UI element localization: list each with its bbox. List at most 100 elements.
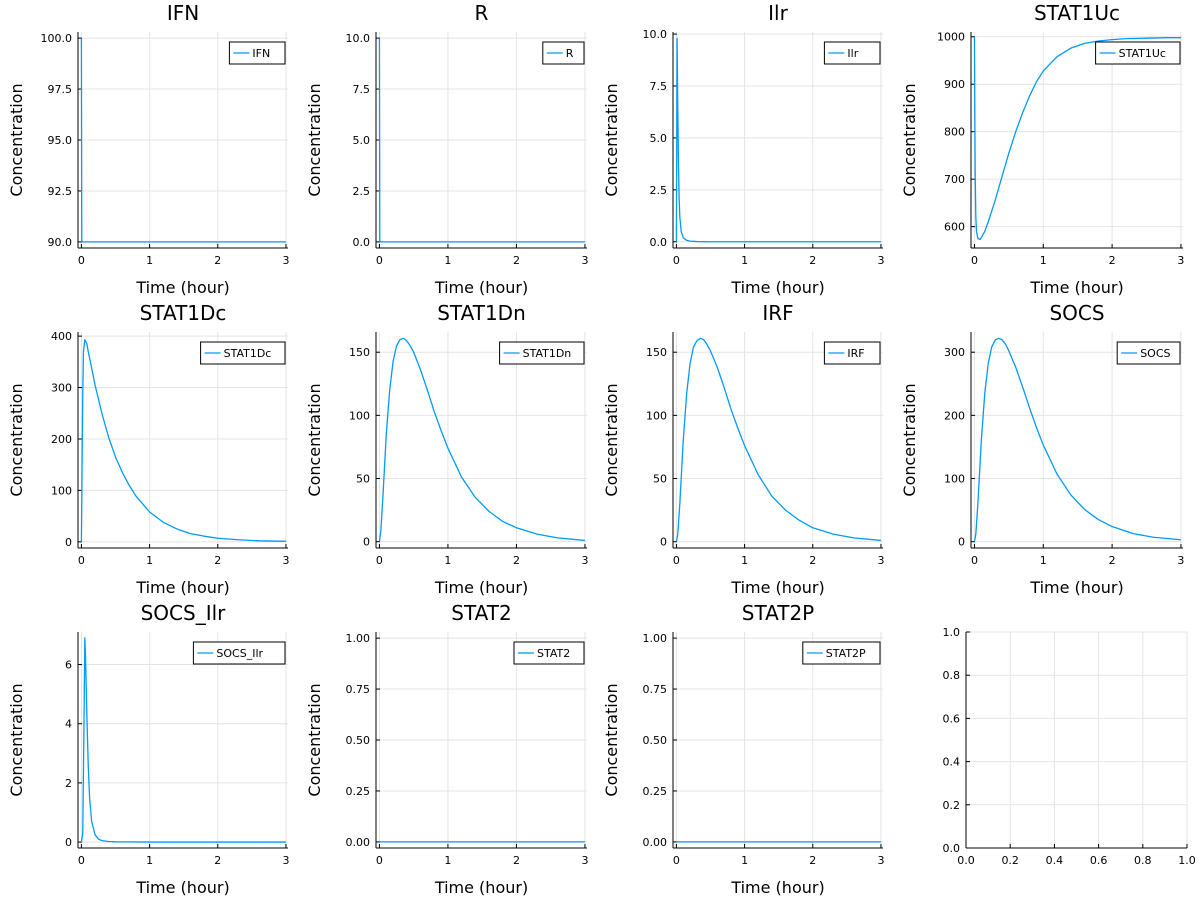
y-tick-label: 90.0 <box>48 236 73 249</box>
legend-label: STAT1Uc <box>1119 47 1166 60</box>
y-tick-label: 300 <box>944 346 965 359</box>
legend-box <box>1095 41 1181 65</box>
y-tick-label: 900 <box>944 78 965 91</box>
legend-box <box>192 641 286 665</box>
y-tick-label: 700 <box>944 173 965 186</box>
y-tick-label: 100 <box>51 484 72 497</box>
subplot-11: 0 1 2 3 0.00 0.25 0.50 0.75 1.00 STAT2P Time (hour… <box>602 601 884 897</box>
x-tick-label: 0 <box>971 554 978 567</box>
y-axis-label: Concentration <box>602 83 621 196</box>
legend-box <box>499 341 585 365</box>
subplot-title: Ilr <box>768 1 788 25</box>
subplot-12: 0.0 0.2 0.4 0.6 0.8 1.0 0.0 0.2 0.4 0.6 0.8 1.0 <box>943 626 1196 867</box>
legend: IFN <box>228 41 286 65</box>
x-axis-label: Time (hour) <box>1029 578 1123 597</box>
x-axis-label: Time (hour) <box>434 878 528 897</box>
y-tick-label: 50 <box>653 473 667 486</box>
y-tick-label: 800 <box>944 126 965 139</box>
y-tick-label: 1.00 <box>346 632 371 645</box>
x-tick-label: 3 <box>581 854 588 867</box>
subplot-title: STAT1Dc <box>140 301 227 325</box>
subplot-title: STAT2 <box>451 601 511 625</box>
x-tick-label: 3 <box>877 254 884 267</box>
legend: R <box>542 41 585 65</box>
legend-label: STAT1Dn <box>523 347 572 360</box>
y-axis-label: Concentration <box>305 383 324 496</box>
x-tick-label: 2 <box>214 554 221 567</box>
x-tick-label: 0.8 <box>1134 854 1152 867</box>
y-tick-label: 97.5 <box>48 83 73 96</box>
legend: STAT1Dn <box>499 341 585 365</box>
y-tick-label: 0 <box>958 536 965 549</box>
y-axis-label: Concentration <box>900 83 919 196</box>
y-tick-label: 0.50 <box>346 734 371 747</box>
y-tick-label: 1000 <box>937 31 965 44</box>
y-tick-label: 2 <box>65 777 72 790</box>
y-tick-label: 10.0 <box>643 28 668 41</box>
y-tick-label: 0 <box>65 836 72 849</box>
y-tick-label: 150 <box>646 346 667 359</box>
y-tick-label: 0.4 <box>943 756 961 769</box>
series-line-socs_ilr <box>80 637 286 843</box>
y-tick-label: 50 <box>356 473 370 486</box>
x-tick-label: 0.0 <box>957 854 975 867</box>
legend-box <box>200 341 286 365</box>
y-tick-label: 0 <box>660 536 667 549</box>
x-tick-label: 0 <box>673 254 680 267</box>
y-tick-label: 100 <box>646 409 667 422</box>
x-tick-label: 0 <box>673 854 680 867</box>
legend-box <box>802 641 881 665</box>
x-tick-label: 3 <box>282 854 289 867</box>
x-tick-label: 0 <box>376 554 383 567</box>
x-tick-label: 0.4 <box>1046 854 1064 867</box>
x-tick-label: 1 <box>146 554 153 567</box>
legend-label: IRF <box>847 347 864 360</box>
y-tick-label: 0.6 <box>943 712 961 725</box>
x-tick-label: 2 <box>809 854 816 867</box>
subplot-title: IFN <box>167 1 199 25</box>
y-tick-label: 100 <box>349 409 370 422</box>
x-tick-label: 1 <box>1040 554 1047 567</box>
x-tick-label: 0 <box>673 554 680 567</box>
y-axis-label: Concentration <box>305 683 324 796</box>
subplot-4: 0 1 2 3 600 700 800 900 1000 STAT1Uc Time (hour) Co… <box>900 1 1184 297</box>
y-tick-label: 5.0 <box>650 132 668 145</box>
series-line-ilr <box>675 37 881 243</box>
x-tick-label: 2 <box>809 554 816 567</box>
subplot-6: 0 1 2 3 0 50 100 150 STAT1Dn Time (hour) Concentra… <box>305 301 588 597</box>
y-tick-label: 6 <box>65 659 72 672</box>
x-tick-label: 0 <box>78 254 85 267</box>
subplot-title: STAT1Dn <box>437 301 526 325</box>
subplot-title: STAT2P <box>742 601 815 625</box>
x-tick-label: 3 <box>282 254 289 267</box>
legend: Ilr <box>823 41 881 65</box>
legend: STAT1Uc <box>1095 41 1181 65</box>
x-tick-label: 1 <box>741 554 748 567</box>
subplot-7: 0 1 2 3 0 50 100 150 IRF Time (hour) Concentration… <box>602 301 884 597</box>
y-tick-label: 0.0 <box>353 236 371 249</box>
x-tick-label: 1 <box>444 254 451 267</box>
y-tick-label: 0 <box>363 536 370 549</box>
x-tick-label: 3 <box>877 854 884 867</box>
y-tick-label: 600 <box>944 221 965 234</box>
y-tick-label: 100 <box>944 473 965 486</box>
x-tick-label: 2 <box>214 254 221 267</box>
y-tick-label: 0 <box>65 536 72 549</box>
subplot-title: SOCS <box>1049 301 1104 325</box>
y-tick-label: 0.0 <box>943 842 961 855</box>
y-axis-label: Concentration <box>305 83 324 196</box>
x-tick-label: 2 <box>513 554 520 567</box>
subplot-8: 0 1 2 3 0 100 200 300 SOCS Time (hour) Concentrati… <box>900 301 1184 597</box>
x-tick-label: 2 <box>214 854 221 867</box>
x-tick-label: 3 <box>282 554 289 567</box>
legend: STAT2P <box>802 641 881 665</box>
x-tick-label: 3 <box>1177 554 1184 567</box>
y-tick-label: 0.00 <box>346 836 371 849</box>
y-tick-label: 400 <box>51 330 72 343</box>
y-axis-label: Concentration <box>602 683 621 796</box>
y-tick-label: 0.00 <box>643 836 668 849</box>
subplot-title: SOCS_Ilr <box>141 601 227 625</box>
x-tick-label: 0 <box>376 254 383 267</box>
x-axis-label: Time (hour) <box>434 578 528 597</box>
